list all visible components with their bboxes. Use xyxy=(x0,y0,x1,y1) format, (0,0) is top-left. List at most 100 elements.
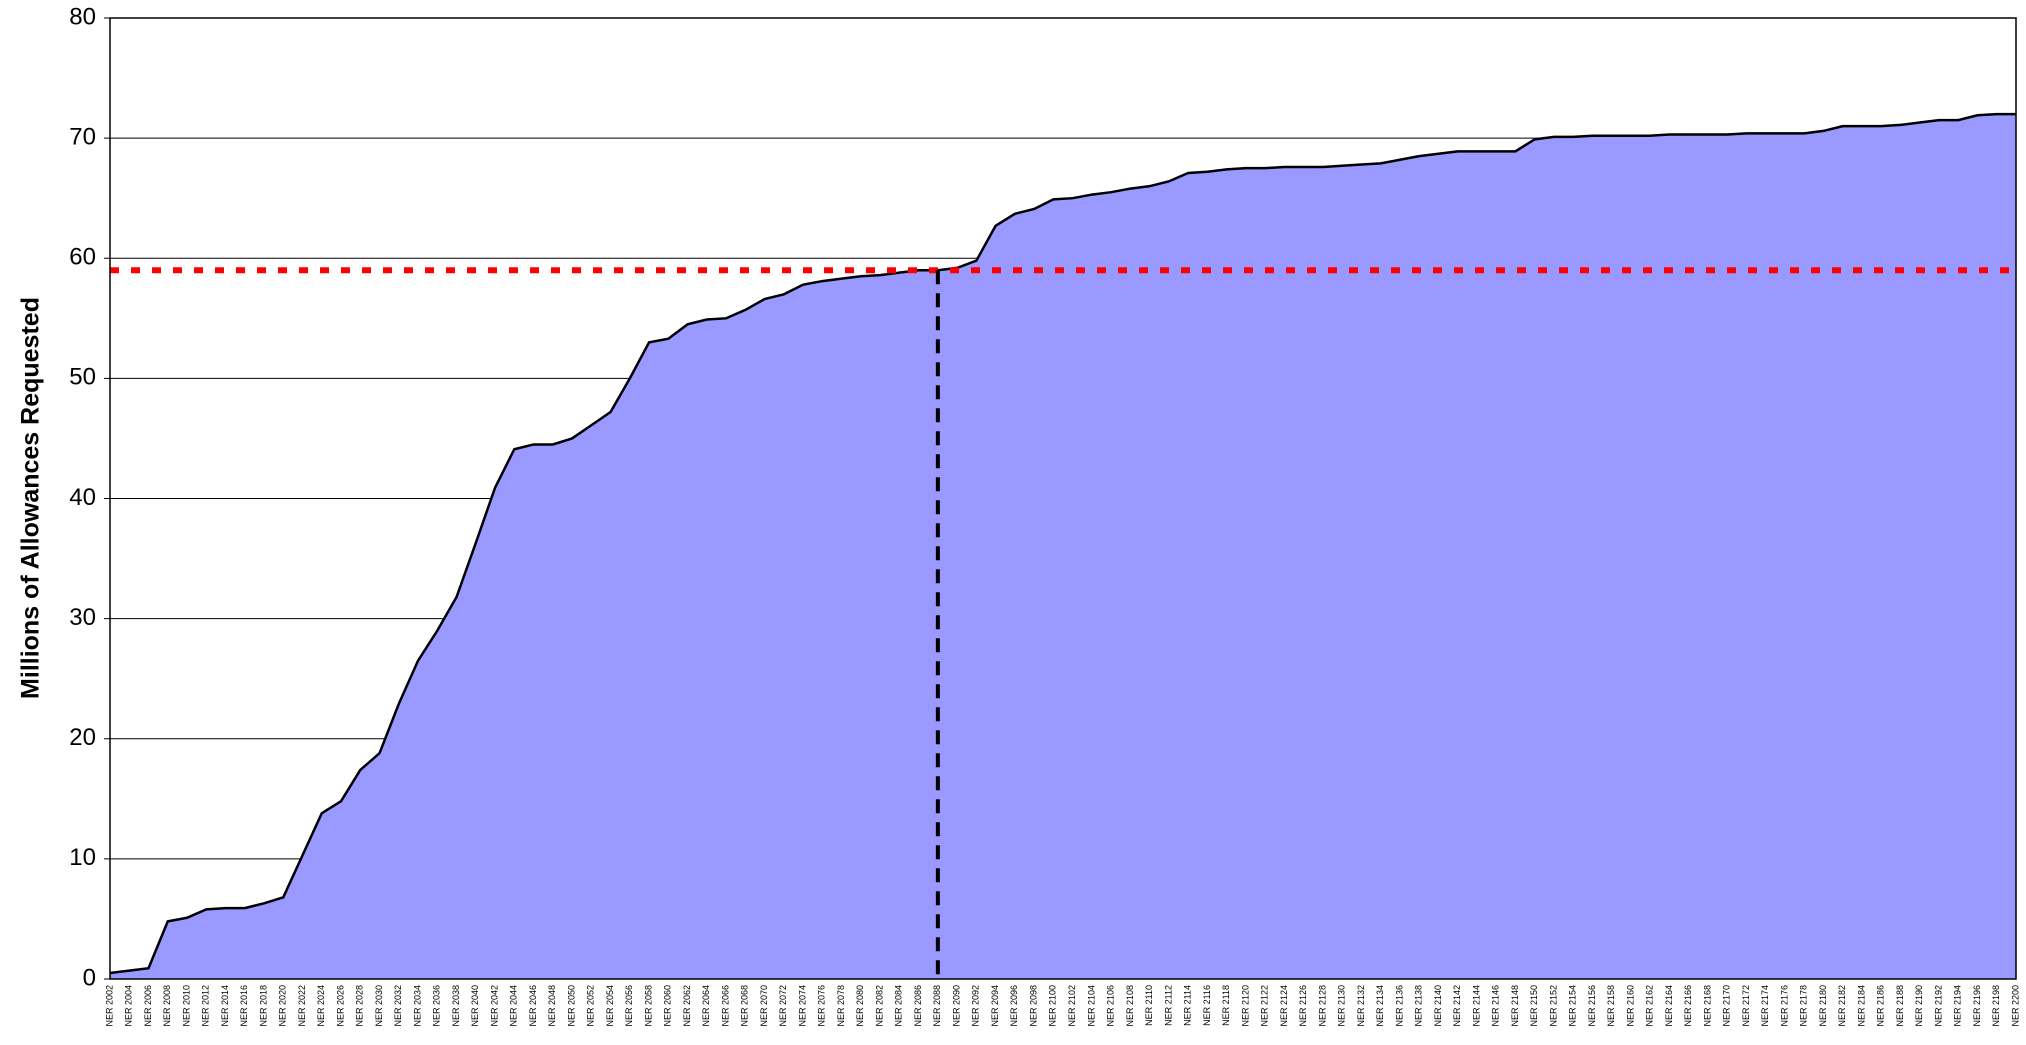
x-tick-label: NER 2066 xyxy=(720,985,730,1027)
x-tick-label: NER 2100 xyxy=(1048,985,1058,1027)
x-tick-label: NER 2116 xyxy=(1202,985,1212,1026)
x-tick-label: NER 2132 xyxy=(1356,985,1366,1027)
x-tick-label: NER 2044 xyxy=(509,985,519,1027)
x-tick-label: NER 2136 xyxy=(1394,985,1404,1027)
x-tick-label: NER 2118 xyxy=(1221,985,1231,1026)
x-tick-label: NER 2124 xyxy=(1279,985,1289,1027)
x-tick-label: NER 2096 xyxy=(1009,985,1019,1027)
x-tick-label: NER 2070 xyxy=(759,985,769,1027)
x-tick-label: NER 2018 xyxy=(258,985,268,1027)
x-tick-label: NER 2074 xyxy=(797,985,807,1027)
x-tick-label: NER 2084 xyxy=(894,985,904,1027)
x-tick-label: NER 2082 xyxy=(874,985,884,1027)
y-axis-title: Millions of Allowances Requested xyxy=(17,297,45,699)
x-tick-label: NER 2172 xyxy=(1741,985,1751,1027)
x-tick-label: NER 2022 xyxy=(297,985,307,1027)
y-tick-label: 60 xyxy=(69,244,96,271)
x-tick-label: NER 2192 xyxy=(1933,985,1943,1027)
x-tick-label: NER 2176 xyxy=(1779,985,1789,1027)
plot-border xyxy=(109,17,2017,980)
x-tick-label: NER 2102 xyxy=(1067,985,1077,1027)
y-tick-label: 70 xyxy=(69,123,96,150)
x-tick-label: NER 2076 xyxy=(817,985,827,1027)
x-tick-label: NER 2016 xyxy=(239,985,249,1027)
x-tick-label: NER 2090 xyxy=(951,985,961,1027)
y-tick-label: 0 xyxy=(83,964,96,991)
x-tick-label: NER 2058 xyxy=(643,985,653,1027)
x-tick-label: NER 2028 xyxy=(355,985,365,1027)
x-tick-label: NER 2140 xyxy=(1433,985,1443,1027)
x-tick-label: NER 2180 xyxy=(1818,985,1828,1027)
x-tick-label: NER 2088 xyxy=(932,985,942,1027)
x-tick-label: NER 2050 xyxy=(566,985,576,1027)
y-tick-label: 20 xyxy=(69,724,96,751)
x-tick-label: NER 2064 xyxy=(701,985,711,1027)
x-tick-label: NER 2026 xyxy=(335,985,345,1027)
x-tick-label: NER 2198 xyxy=(1991,985,2001,1027)
x-tick-label: NER 2094 xyxy=(990,985,1000,1027)
x-tick-label: NER 2188 xyxy=(1895,985,1905,1027)
x-tick-label: NER 2056 xyxy=(624,985,634,1027)
x-tick-label: NER 2146 xyxy=(1491,985,1501,1027)
x-tick-label: NER 2134 xyxy=(1375,985,1385,1027)
x-tick-label: NER 2030 xyxy=(374,985,384,1027)
x-tick-label: NER 2068 xyxy=(740,985,750,1027)
x-tick-label: NER 2196 xyxy=(1972,985,1982,1027)
x-tick-label: NER 2024 xyxy=(316,985,326,1027)
x-tick-label: NER 2086 xyxy=(913,985,923,1027)
x-tick-label: NER 2130 xyxy=(1337,985,1347,1027)
x-tick-label: NER 2200 xyxy=(2010,985,2020,1027)
x-tick-label: NER 2042 xyxy=(489,985,499,1027)
x-tick-label: NER 2154 xyxy=(1568,985,1578,1027)
x-tick-label: NER 2012 xyxy=(201,985,211,1027)
x-tick-label: NER 2078 xyxy=(836,985,846,1027)
x-tick-label: NER 2168 xyxy=(1702,985,1712,1027)
x-tick-label: NER 2122 xyxy=(1260,985,1270,1027)
x-tick-label: NER 2052 xyxy=(586,985,596,1027)
x-tick-label: NER 2148 xyxy=(1510,985,1520,1027)
x-tick-label: NER 2190 xyxy=(1914,985,1924,1027)
line xyxy=(109,112,2016,975)
x-tick-label: NER 2152 xyxy=(1548,985,1558,1027)
x-tick-label: NER 2114 xyxy=(1183,985,1193,1026)
x-tick-label: NER 2144 xyxy=(1471,985,1481,1027)
x-tick-label: NER 2112 xyxy=(1163,985,1173,1026)
x-tick-label: NER 2048 xyxy=(547,985,557,1027)
y-tick-label: 40 xyxy=(69,484,96,511)
x-tick-label: NER 2032 xyxy=(393,985,403,1027)
x-tick-label: NER 2174 xyxy=(1760,985,1770,1027)
x-tick-label: NER 2120 xyxy=(1240,985,1250,1027)
x-tick-label: NER 2046 xyxy=(528,985,538,1027)
y-tick-label: 30 xyxy=(69,604,96,631)
x-tick-label: NER 2036 xyxy=(432,985,442,1027)
x-tick-label: NER 2002 xyxy=(104,985,114,1027)
x-tick-label: NER 2004 xyxy=(124,985,134,1027)
x-tick-label: NER 2040 xyxy=(470,985,480,1027)
x-tick-label: NER 2164 xyxy=(1664,985,1674,1027)
area xyxy=(110,114,2016,980)
x-tick-label: NER 2008 xyxy=(162,985,172,1027)
x-tick-label: NER 2020 xyxy=(278,985,288,1027)
x-tick-label: NER 2092 xyxy=(971,985,981,1027)
x-tick-label: NER 2170 xyxy=(1722,985,1732,1027)
x-tick-label: NER 2038 xyxy=(451,985,461,1027)
y-tick-label: 10 xyxy=(69,844,96,871)
x-tick-label: NER 2104 xyxy=(1086,985,1096,1027)
x-tick-label: NER 2062 xyxy=(682,985,692,1027)
x-tick-label: NER 2184 xyxy=(1856,985,1866,1027)
x-tick-label: NER 2160 xyxy=(1625,985,1635,1027)
x-tick-label: NER 2060 xyxy=(663,985,673,1027)
x-tick-label: NER 2126 xyxy=(1298,985,1308,1027)
x-tick-label: NER 2162 xyxy=(1645,985,1655,1027)
x-tick-label: NER 2158 xyxy=(1606,985,1616,1027)
x-tick-label: NER 2166 xyxy=(1683,985,1693,1027)
y-tick-label: 50 xyxy=(69,364,96,391)
x-tick-label: NER 2006 xyxy=(143,985,153,1027)
x-tick-label: NER 2128 xyxy=(1317,985,1327,1027)
x-tick-label: NER 2110 xyxy=(1144,985,1154,1026)
x-tick-label: NER 2156 xyxy=(1587,985,1597,1027)
x-tick-label: NER 2150 xyxy=(1529,985,1539,1027)
x-tick-label: NER 2186 xyxy=(1876,985,1886,1027)
x-tick-label: NER 2080 xyxy=(855,985,865,1027)
